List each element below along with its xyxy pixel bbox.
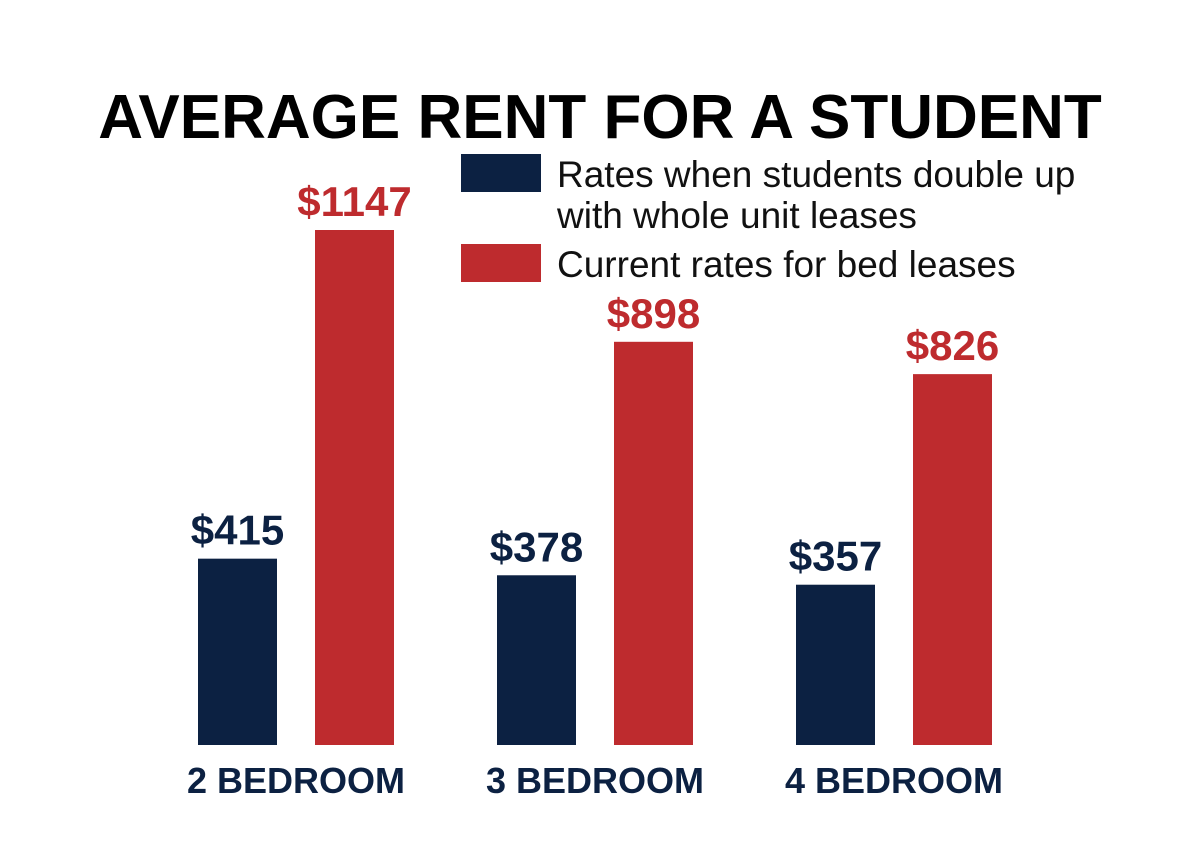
value-label-bed-lease-3-bedroom: $898 [607, 290, 700, 337]
value-label-bed-lease-4-bedroom: $826 [906, 322, 999, 369]
category-label-4-bedroom: 4 BEDROOM [785, 760, 1003, 801]
value-labels-group: $415 $1147 $378 $898 $357 $826 [191, 178, 999, 580]
value-label-whole-unit-4-bedroom: $357 [789, 533, 882, 580]
value-label-whole-unit-2-bedroom: $415 [191, 507, 284, 554]
bar-bed-lease-3-bedroom [614, 341, 693, 745]
bars-group [198, 230, 992, 745]
category-label-2-bedroom: 2 BEDROOM [187, 760, 405, 801]
bar-whole-unit-2-bedroom [198, 558, 277, 745]
category-labels-group: 2 BEDROOM 3 BEDROOM 4 BEDROOM [187, 760, 1003, 801]
value-label-whole-unit-3-bedroom: $378 [490, 523, 583, 570]
bar-whole-unit-4-bedroom [796, 584, 875, 745]
legend-swatch-bed-lease [461, 244, 541, 282]
legend-label-bed-lease-line-1: Current rates for bed leases [557, 244, 1016, 285]
legend-swatch-whole-unit [461, 154, 541, 192]
category-label-3-bedroom: 3 BEDROOM [486, 760, 704, 801]
bar-bed-lease-2-bedroom [315, 230, 394, 745]
chart-title: AVERAGE RENT FOR A STUDENT [98, 83, 1102, 152]
bar-bed-lease-4-bedroom [913, 374, 992, 745]
legend-label-whole-unit-line-1: Rates when students double up [557, 154, 1075, 195]
bar-whole-unit-3-bedroom [497, 575, 576, 745]
value-label-bed-lease-2-bedroom: $1147 [297, 178, 411, 225]
legend-label-whole-unit-line-2: with whole unit leases [556, 195, 917, 236]
